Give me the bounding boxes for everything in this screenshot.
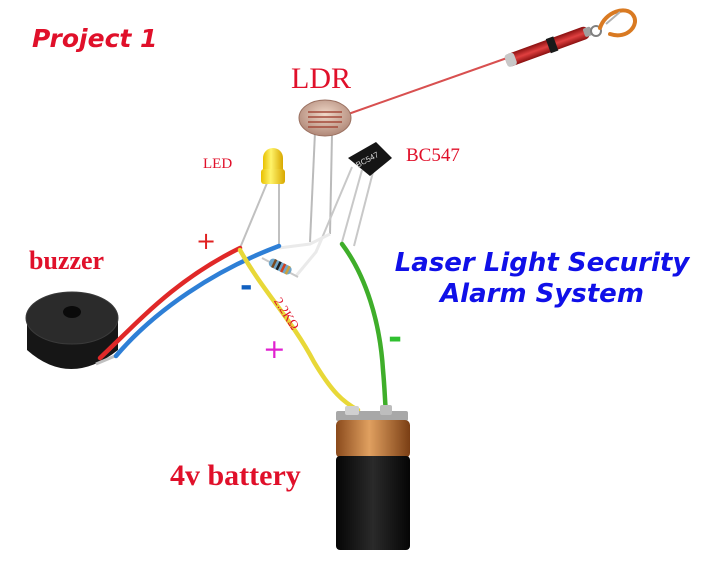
- ldr-icon: [298, 99, 352, 243]
- project-title: Project 1: [32, 24, 158, 53]
- battery-plus-sign: +: [263, 334, 286, 365]
- led-label: LED: [203, 156, 233, 172]
- buzzer-minus-sign: -: [240, 269, 253, 304]
- yellow-wire: [237, 247, 361, 413]
- led-icon: [239, 148, 285, 249]
- green-wire: [339, 241, 389, 415]
- transistor-label: BC547: [406, 145, 460, 166]
- laser-pointer-icon: [504, 8, 637, 67]
- buzzer-plus-sign: +: [196, 227, 217, 255]
- resistor-icon: [261, 257, 299, 278]
- diagram-title-line-1: Laser Light Security: [394, 248, 690, 278]
- battery-minus-sign: -: [388, 318, 403, 358]
- laser-beam: [336, 57, 508, 119]
- buzzer-label: buzzer: [29, 246, 105, 275]
- buzzer-icon: [25, 291, 119, 369]
- red-wire: [97, 245, 243, 361]
- ldr-label: LDR: [291, 62, 351, 95]
- battery-icon: [336, 405, 410, 550]
- transistor-icon: BC547: [321, 142, 392, 247]
- battery-label: 4v battery: [170, 459, 301, 492]
- blue-wire: [113, 243, 282, 359]
- diagram-title: Laser Light Security Alarm System: [383, 248, 701, 310]
- diagram-title-line-2: Alarm System: [440, 279, 644, 309]
